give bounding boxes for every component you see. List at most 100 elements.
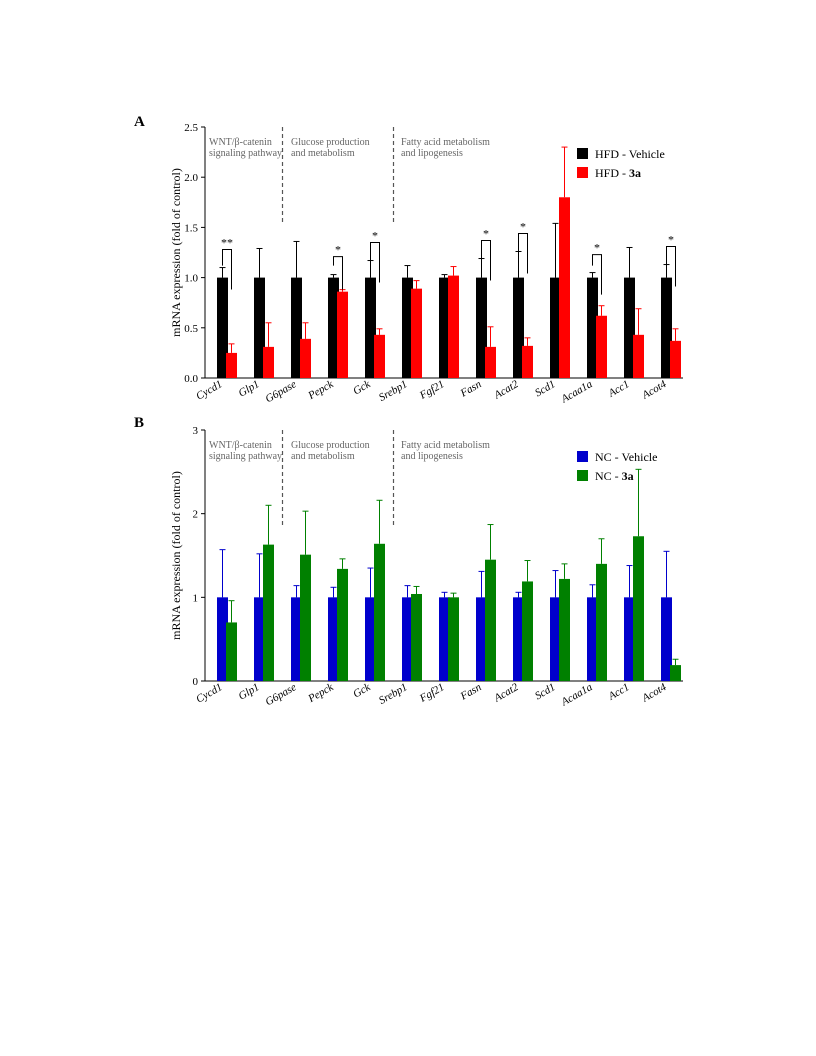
bar-acat2-0 [513,597,524,681]
significance-label: * [668,233,674,247]
significance-label: * [594,241,600,255]
significance-bracket [333,256,343,290]
bar-fgf21-1 [448,275,459,378]
significance-label: ** [221,236,233,250]
x-tick-label: Acc1 [606,681,632,703]
bar-acaa1a-0 [587,277,598,378]
group-label: Fatty acid metabolism [401,137,490,148]
bar-acc1-1 [633,536,644,681]
x-tick-label: Fasn [458,681,484,703]
group-label: Glucose production [291,137,370,148]
x-tick-label: Cycd1 [194,681,224,705]
legend-swatch [577,470,588,481]
x-tick-label: Acaa1a [559,681,595,709]
bar-gck-1 [374,543,385,681]
significance-bracket [370,242,380,283]
bar-acat2-1 [522,345,533,378]
bar-g6pase-1 [300,554,311,681]
x-tick-label: Acot4 [639,681,669,705]
legend-swatch [577,148,588,159]
bar-pepck-1 [337,568,348,681]
x-tick-label: Acc1 [606,378,632,400]
legend-swatch [577,451,588,462]
bar-pepck-0 [328,597,339,681]
bar-srebp1-1 [411,288,422,378]
panel-letter: A [134,114,145,130]
panel-letter: B [134,415,144,431]
bar-acot4-1 [670,340,681,378]
x-tick-label: Scd1 [533,378,558,399]
bar-g6pase-0 [291,277,302,378]
y-tick-label: 1 [193,592,199,604]
bar-acot4-0 [661,277,672,378]
significance-bracket [481,240,491,281]
x-tick-label: Scd1 [533,681,558,702]
x-tick-label: Cycd1 [194,378,224,402]
bar-fgf21-0 [439,597,450,681]
x-tick-label: Acat2 [491,378,521,402]
bar-acot4-1 [670,665,681,681]
bar-fasn-0 [476,597,487,681]
x-tick-label: Gck [351,378,373,398]
bar-pepck-0 [328,277,339,378]
significance-label: * [372,229,378,243]
x-tick-label: Fasn [458,378,484,400]
y-tick-label: 2.0 [184,172,198,184]
bar-fasn-0 [476,277,487,378]
bar-scd1-1 [559,197,570,378]
x-tick-label: Srebp1 [377,378,410,404]
group-label: and lipogenesis [401,148,463,159]
x-tick-label: Fgf21 [417,378,447,402]
legend-swatch [577,167,588,178]
bar-acc1-0 [624,277,635,378]
x-tick-label: Gck [351,681,373,701]
group-label: signaling pathway [209,451,282,462]
bar-g6pase-1 [300,338,311,378]
group-label: WNT/β-catenin [209,137,272,148]
bar-gck-1 [374,334,385,378]
bar-gck-0 [365,597,376,681]
bar-acaa1a-1 [596,563,607,681]
y-tick-label: 2.5 [184,122,198,134]
legend-label: NC - Vehicle [595,450,657,464]
bar-acat2-1 [522,581,533,681]
legend-label: HFD - 3a [595,166,641,180]
x-tick-label: Pepck [305,378,336,403]
bar-scd1-1 [559,578,570,681]
y-tick-label: 1.0 [184,273,198,285]
group-label: and lipogenesis [401,451,463,462]
legend-label: NC - 3a [595,469,634,483]
bar-g6pase-0 [291,597,302,681]
bar-pepck-1 [337,291,348,378]
bar-cycd1-1 [226,622,237,681]
bar-acaa1a-1 [596,315,607,378]
bar-fasn-1 [485,346,496,378]
x-tick-label: Acot4 [639,378,669,402]
significance-bracket [518,232,528,274]
y-tick-label: 0.5 [184,323,198,335]
bar-fgf21-1 [448,597,459,681]
bar-glp1-1 [263,544,274,681]
x-tick-label: G6pase [263,681,298,708]
y-tick-label: 3 [193,425,199,437]
bar-glp1-0 [254,277,265,378]
significance-bracket [222,249,232,290]
bar-cycd1-0 [217,277,228,378]
bar-fgf21-0 [439,277,450,378]
group-label: Fatty acid metabolism [401,440,490,451]
x-tick-label: Fgf21 [417,681,447,705]
y-tick-label: 2 [193,509,199,521]
y-tick-label: 1.5 [184,222,198,234]
group-label: and metabolism [291,451,355,462]
x-tick-label: Pepck [305,681,336,706]
bar-glp1-1 [263,346,274,378]
x-tick-label: Acaa1a [559,378,595,406]
x-tick-label: Glp1 [236,681,261,702]
significance-label: * [483,227,489,241]
significance-bracket [592,254,602,295]
bar-acat2-0 [513,277,524,378]
group-label: and metabolism [291,148,355,159]
x-tick-label: Srebp1 [377,681,410,707]
group-label: Glucose production [291,440,370,451]
